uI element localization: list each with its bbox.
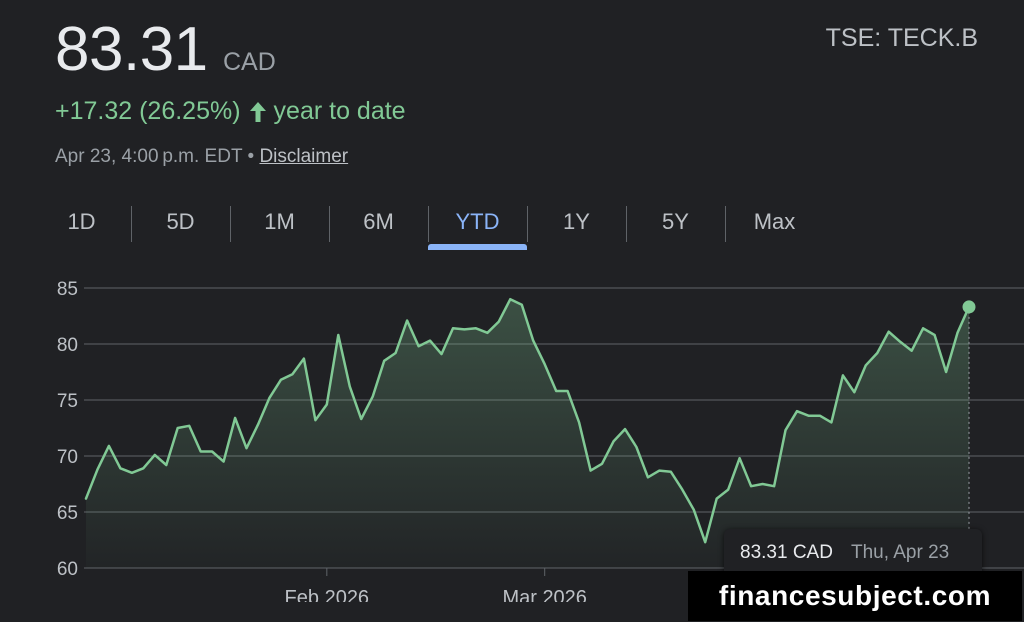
disclaimer-link[interactable]: Disclaimer xyxy=(259,146,349,167)
y-tick-label: 85 xyxy=(57,279,78,300)
ticker-symbol: TSE: TECK.B xyxy=(825,24,978,52)
hover-point xyxy=(962,300,976,314)
currency-label: CAD xyxy=(223,48,276,76)
change-period: year to date xyxy=(273,97,406,125)
timestamp: Apr 23, 4:00 p.m. EDT xyxy=(55,146,243,167)
tab-ytd[interactable]: YTD xyxy=(428,202,527,250)
y-tick-label: 65 xyxy=(57,503,78,524)
timestamp-line: Apr 23, 4:00 p.m. EDT • Disclaimer xyxy=(55,146,348,168)
price-line xyxy=(84,297,971,544)
tab-1m[interactable]: 1M xyxy=(230,202,329,244)
x-tick-label: Feb 2026 xyxy=(285,587,370,602)
watermark-banner: financesubject.com xyxy=(688,571,1022,621)
separator-dot: • xyxy=(247,146,255,167)
tooltip-date: Thu, Apr 23 xyxy=(851,542,950,563)
y-tick-label: 75 xyxy=(57,391,78,412)
range-tabs: 1D 5D 1M 6M YTD 1Y 5Y Max xyxy=(32,202,824,250)
x-tick-label: Mar 2026 xyxy=(502,587,587,602)
tab-5d[interactable]: 5D xyxy=(131,202,230,244)
tab-6m[interactable]: 6M xyxy=(329,202,428,244)
y-tick-label: 70 xyxy=(57,447,78,468)
arrow-up-icon xyxy=(247,100,269,124)
tab-5y[interactable]: 5Y xyxy=(626,202,725,244)
price-area xyxy=(86,299,969,568)
change-value: +17.32 (26.25%) xyxy=(55,97,241,125)
y-tick-label: 80 xyxy=(57,335,78,356)
tab-1y[interactable]: 1Y xyxy=(527,202,626,244)
change-line: +17.32 (26.25%) year to date xyxy=(55,97,406,126)
tab-1d[interactable]: 1D xyxy=(67,209,96,234)
price-value: 83.31 xyxy=(55,15,208,84)
tab-max[interactable]: Max xyxy=(725,202,824,244)
y-tick-label: 60 xyxy=(57,559,78,580)
tooltip-value: 83.31 CAD xyxy=(740,542,833,563)
hover-tooltip: 83.31 CAD Thu, Apr 23 xyxy=(724,529,982,577)
